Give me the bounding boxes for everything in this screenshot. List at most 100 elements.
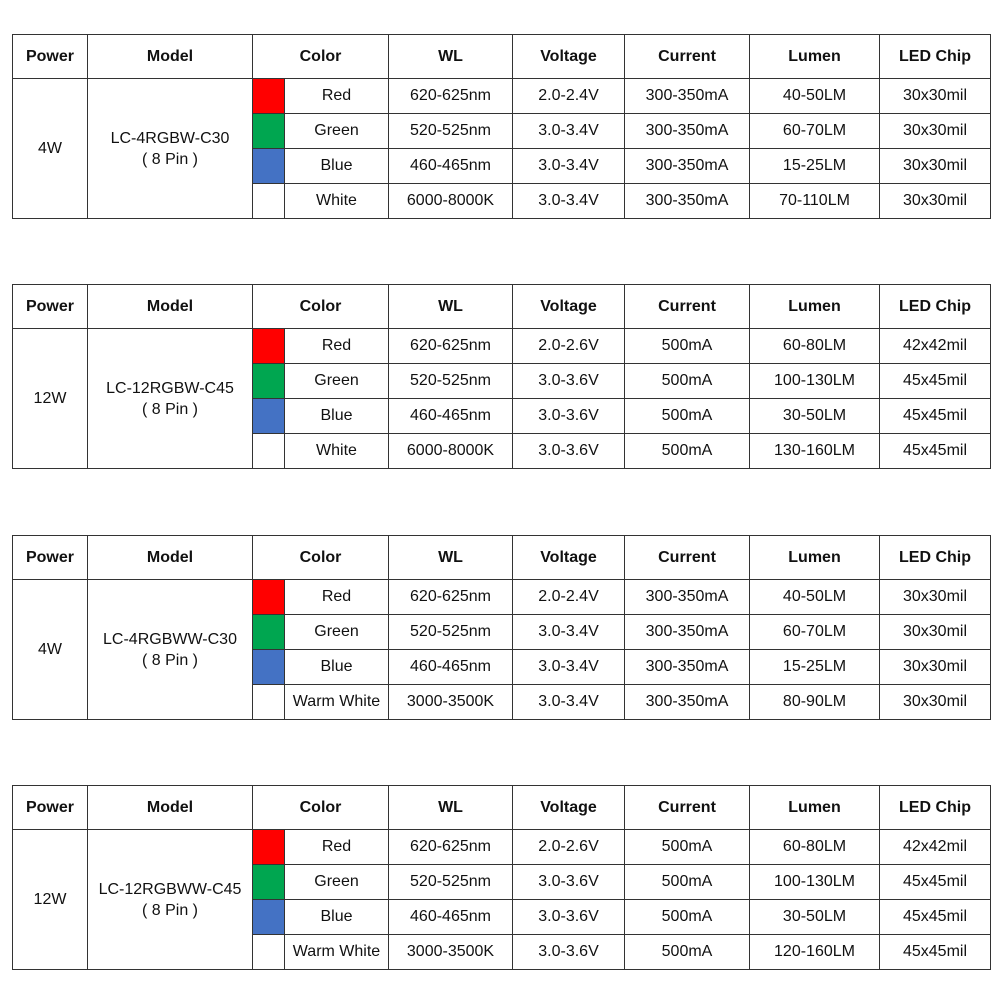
current-cell: 500mA bbox=[624, 899, 750, 935]
lumen-cell: 30-50LM bbox=[749, 398, 880, 434]
color-name-cell: Green bbox=[284, 864, 389, 901]
lumen-cell: 15-25LM bbox=[749, 649, 880, 685]
color-swatch bbox=[252, 78, 285, 115]
voltage-cell: 3.0-3.6V bbox=[512, 899, 625, 935]
lumen-cell: 60-80LM bbox=[749, 328, 880, 365]
wavelength-cell: 520-525nm bbox=[388, 864, 513, 901]
led-chip-cell: 30x30mil bbox=[879, 183, 991, 219]
lumen-cell: 70-110LM bbox=[749, 183, 880, 219]
color-swatch bbox=[252, 864, 285, 901]
current-cell: 500mA bbox=[624, 864, 750, 901]
led-chip-cell: 30x30mil bbox=[879, 684, 991, 720]
column-header: WL bbox=[388, 33, 513, 80]
column-header: Color bbox=[252, 534, 389, 581]
color-name-cell: Red bbox=[284, 579, 389, 616]
current-cell: 300-350mA bbox=[624, 183, 750, 219]
table-header-row: Power Model Color WL Voltage Current Lumen LED … bbox=[12, 784, 991, 831]
column-header: LED Chip bbox=[879, 784, 991, 831]
voltage-cell: 3.0-3.4V bbox=[512, 148, 625, 184]
column-header: Color bbox=[252, 33, 389, 80]
model-name: LC-4RGBWW-C30 bbox=[103, 630, 237, 648]
color-name-cell: White bbox=[284, 433, 389, 469]
current-cell: 500mA bbox=[624, 433, 750, 469]
led-chip-cell: 45x45mil bbox=[879, 934, 991, 970]
column-header: Voltage bbox=[512, 534, 625, 581]
spec-table: Power Model Color WL Voltage Current Lumen LED … bbox=[12, 33, 991, 219]
voltage-cell: 2.0-2.6V bbox=[512, 829, 625, 866]
color-name-cell: Blue bbox=[284, 649, 389, 685]
model-cell: LC-4RGBW-C30 ( 8 Pin ) bbox=[87, 78, 253, 219]
column-header: Lumen bbox=[749, 33, 880, 80]
wavelength-cell: 6000-8000K bbox=[388, 183, 513, 219]
voltage-cell: 2.0-2.4V bbox=[512, 579, 625, 616]
voltage-cell: 3.0-3.6V bbox=[512, 934, 625, 970]
lumen-cell: 80-90LM bbox=[749, 684, 880, 720]
table-header-row: Power Model Color WL Voltage Current Lumen LED … bbox=[12, 534, 991, 581]
color-swatch bbox=[252, 649, 285, 685]
model-cell: LC-4RGBWW-C30 ( 8 Pin ) bbox=[87, 579, 253, 720]
wavelength-cell: 460-465nm bbox=[388, 398, 513, 434]
table-header-row: Power Model Color WL Voltage Current Lumen LED … bbox=[12, 33, 991, 80]
table-row: Blue 460-465nm 3.0-3.4V 300-350mA 15-25LM 30x… bbox=[13, 148, 991, 184]
lumen-cell: 130-160LM bbox=[749, 433, 880, 469]
table-row: Green 520-525nm 3.0-3.4V 300-350mA 60-70LM 30… bbox=[13, 614, 991, 651]
lumen-cell: 30-50LM bbox=[749, 899, 880, 935]
lumen-cell: 100-130LM bbox=[749, 864, 880, 901]
lumen-cell: 40-50LM bbox=[749, 78, 880, 115]
current-cell: 300-350mA bbox=[624, 684, 750, 720]
voltage-cell: 3.0-3.4V bbox=[512, 113, 625, 150]
led-chip-cell: 42x42mil bbox=[879, 829, 991, 866]
column-header: WL bbox=[388, 534, 513, 581]
led-chip-cell: 42x42mil bbox=[879, 328, 991, 365]
color-name-cell: Warm White bbox=[284, 934, 389, 970]
color-swatch bbox=[252, 579, 285, 616]
color-name-cell: Red bbox=[284, 328, 389, 365]
color-name-cell: Warm White bbox=[284, 684, 389, 720]
color-swatch bbox=[252, 934, 285, 970]
column-header: Current bbox=[624, 534, 750, 581]
column-header: Power bbox=[12, 283, 88, 330]
wavelength-cell: 620-625nm bbox=[388, 579, 513, 616]
column-header: Model bbox=[87, 283, 253, 330]
lumen-cell: 40-50LM bbox=[749, 579, 880, 616]
wavelength-cell: 520-525nm bbox=[388, 363, 513, 400]
model-cell: LC-12RGBWW-C45 ( 8 Pin ) bbox=[87, 829, 253, 970]
column-header: Model bbox=[87, 534, 253, 581]
color-name-cell: White bbox=[284, 183, 389, 219]
table-row: White 6000-8000K 3.0-3.6V 500mA 130-160LM 45x… bbox=[13, 433, 991, 469]
led-chip-cell: 30x30mil bbox=[879, 113, 991, 150]
color-swatch bbox=[252, 433, 285, 469]
current-cell: 300-350mA bbox=[624, 148, 750, 184]
table-row: Warm White 3000-3500K 3.0-3.4V 300-350mA 80-… bbox=[13, 684, 991, 720]
column-header: Power bbox=[12, 534, 88, 581]
table-row: Blue 460-465nm 3.0-3.6V 500mA 30-50LM 45x45mi… bbox=[13, 398, 991, 434]
current-cell: 500mA bbox=[624, 328, 750, 365]
current-cell: 300-350mA bbox=[624, 649, 750, 685]
current-cell: 300-350mA bbox=[624, 579, 750, 616]
color-swatch bbox=[252, 328, 285, 365]
pin-count: ( 8 Pin ) bbox=[141, 150, 198, 168]
color-swatch bbox=[252, 684, 285, 720]
voltage-cell: 3.0-3.6V bbox=[512, 363, 625, 400]
led-chip-cell: 30x30mil bbox=[879, 579, 991, 616]
voltage-cell: 2.0-2.4V bbox=[512, 78, 625, 115]
lumen-cell: 60-70LM bbox=[749, 113, 880, 150]
lumen-cell: 120-160LM bbox=[749, 934, 880, 970]
wavelength-cell: 620-625nm bbox=[388, 78, 513, 115]
table-row: 4W LC-4RGBW-C30 ( 8 Pin ) Red 620-625nm 2.0-2… bbox=[12, 78, 991, 219]
column-header: Power bbox=[12, 33, 88, 80]
color-name-cell: Green bbox=[284, 113, 389, 150]
led-chip-cell: 45x45mil bbox=[879, 363, 991, 400]
table-row: White 6000-8000K 3.0-3.4V 300-350mA 70-110LM… bbox=[13, 183, 991, 219]
wavelength-cell: 620-625nm bbox=[388, 328, 513, 365]
color-swatch bbox=[252, 148, 285, 184]
color-name-cell: Green bbox=[284, 363, 389, 400]
power-cell: 12W bbox=[12, 328, 88, 469]
column-header: LED Chip bbox=[879, 283, 991, 330]
voltage-cell: 3.0-3.4V bbox=[512, 649, 625, 685]
table-row: 12W LC-12RGBWW-C45 ( 8 Pin ) Red 620-625nm 2.… bbox=[12, 829, 991, 970]
voltage-cell: 3.0-3.4V bbox=[512, 684, 625, 720]
spec-table: Power Model Color WL Voltage Current Lumen LED … bbox=[12, 534, 991, 720]
current-cell: 300-350mA bbox=[624, 614, 750, 651]
column-header: Lumen bbox=[749, 534, 880, 581]
